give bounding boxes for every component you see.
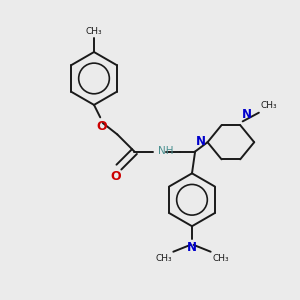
Text: CH₃: CH₃ [212,254,229,263]
Text: N: N [196,135,206,148]
Text: NH: NH [158,146,173,156]
Text: CH₃: CH₃ [86,27,102,36]
Text: O: O [110,170,121,183]
Text: CH₃: CH₃ [260,101,277,110]
Text: CH₃: CH₃ [155,254,172,263]
Text: N: N [187,241,197,254]
Text: O: O [97,120,107,133]
Text: N: N [242,108,252,122]
